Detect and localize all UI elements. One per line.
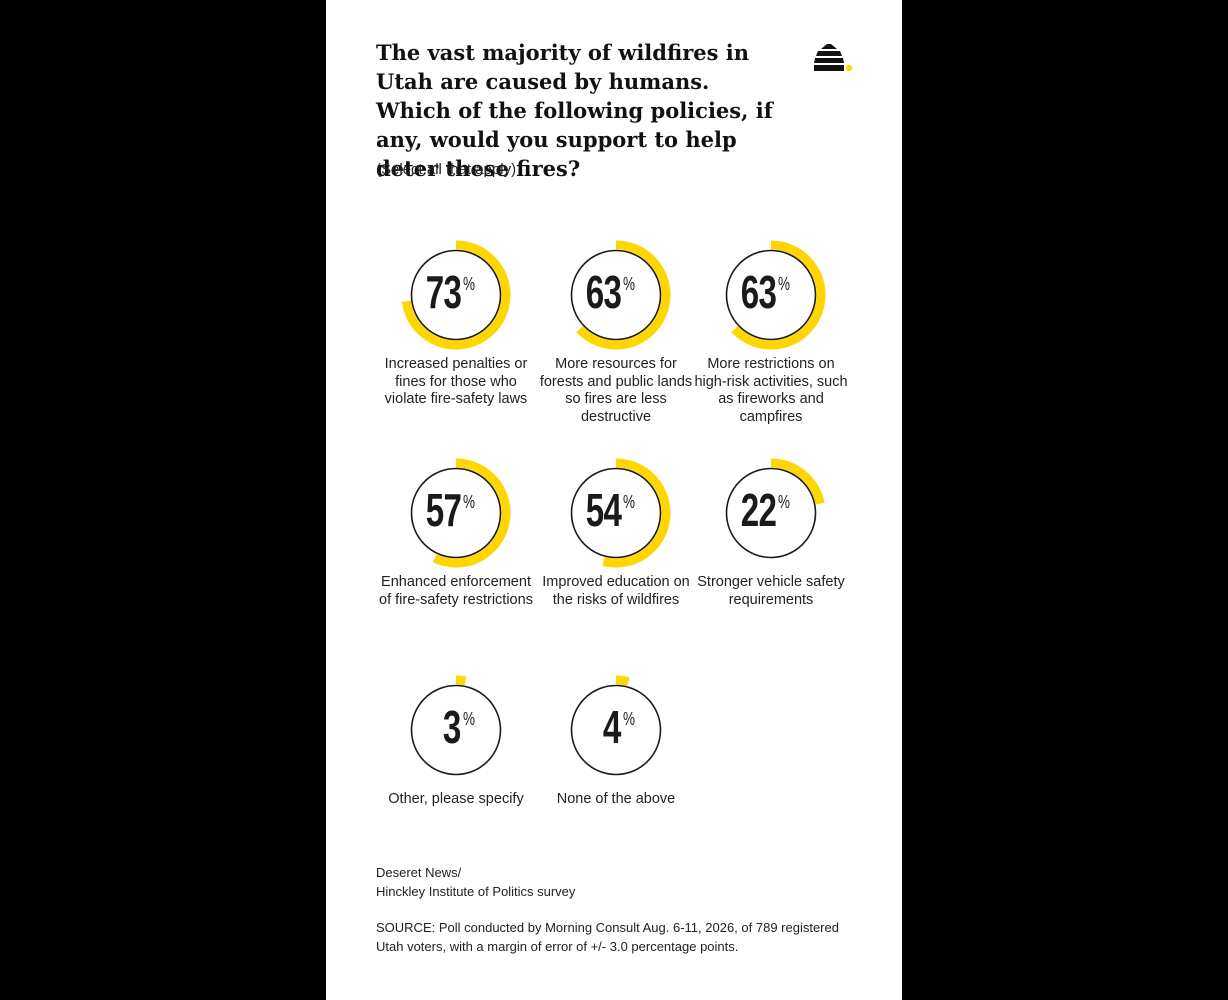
beehive-logo-icon <box>814 44 853 72</box>
percent-symbol: % <box>623 492 636 512</box>
infographic-card: The vast majority of wildfires in Utah a… <box>326 0 902 1000</box>
donut-arc <box>731 240 826 350</box>
donut-item: 3% Other, please specify <box>376 673 536 853</box>
donut-item: 4% None of the above <box>536 673 696 853</box>
donut-arc <box>770 458 825 505</box>
source-note: SOURCE: Poll conducted by Morning Consul… <box>376 920 839 954</box>
percent-value: 3 <box>443 701 461 753</box>
percent-value: 4 <box>603 701 621 753</box>
percent-symbol: % <box>623 274 636 294</box>
donut-arc <box>602 458 671 568</box>
percent-value: 73 <box>425 266 462 318</box>
donut-item: 57% Enhanced enforcement of fire-safety r… <box>376 456 536 636</box>
donut-outline <box>410 684 502 776</box>
donut-item: 54% Improved education on the risks of wi… <box>536 456 696 636</box>
category-label: None of the above <box>556 791 676 807</box>
category-label: Other, please specify <box>388 791 524 807</box>
donut-ring <box>410 675 502 776</box>
donut-ring <box>570 675 662 776</box>
donut-arc <box>432 458 511 568</box>
donut-arc <box>576 240 671 350</box>
category-label: Increased penalties or fines for those w… <box>384 356 528 407</box>
category-label: Enhanced enforcement of fire-safety rest… <box>379 574 533 608</box>
percent-value: 63 <box>740 266 777 318</box>
percent-symbol: % <box>778 492 791 512</box>
percent-value: 63 <box>585 266 622 318</box>
donut-ring <box>570 240 671 350</box>
credit-line-1: Deseret News/ <box>376 865 462 880</box>
donut-outline <box>570 684 662 776</box>
donut-ring <box>725 240 826 350</box>
chart-title: The vast majority of wildfires in Utah a… <box>376 40 773 181</box>
donut-outline <box>570 467 662 559</box>
donut-item: 73% Increased penalties or fines for thos… <box>376 238 536 418</box>
donut-arc <box>455 675 467 686</box>
percent-symbol: % <box>623 709 636 729</box>
donut-outline <box>410 467 502 559</box>
percent-symbol: % <box>463 709 476 729</box>
category-label: Stronger vehicle safety requirements <box>697 574 845 608</box>
percent-value: 57 <box>425 484 462 536</box>
percent-value: 22 <box>740 484 777 536</box>
donut-item: 63% More resources for forests and public… <box>536 238 696 425</box>
credit: Deseret News/ Hinckley Institute of Poli… <box>376 863 676 901</box>
category-label: More restrictions on high-risk activitie… <box>694 356 848 425</box>
donut-item: 22% Stronger vehicle safety requirements <box>691 456 851 636</box>
percent-symbol: % <box>463 492 476 512</box>
donut-outline <box>570 249 662 341</box>
donut-outline <box>725 467 817 559</box>
donut-outline <box>725 249 817 341</box>
donut-ring <box>725 458 825 559</box>
credit-line-2: Hinckley Institute of Politics survey <box>376 884 576 899</box>
percent-symbol: % <box>463 274 476 294</box>
category-label: More resources for forests and public la… <box>539 356 693 425</box>
donut-ring <box>570 458 671 568</box>
chart-subtitle: (Select all that apply) <box>376 161 517 178</box>
donut-outline <box>410 249 502 341</box>
donut-arc <box>615 675 630 686</box>
percent-symbol: % <box>778 274 791 294</box>
donut-ring <box>410 458 511 568</box>
donut-arc <box>401 240 511 350</box>
category-label: Improved education on the risks of wildf… <box>542 574 690 608</box>
percent-value: 54 <box>585 484 622 536</box>
donut-ring <box>401 240 511 350</box>
donut-item: 63% More restrictions on high-risk activi… <box>691 238 851 425</box>
